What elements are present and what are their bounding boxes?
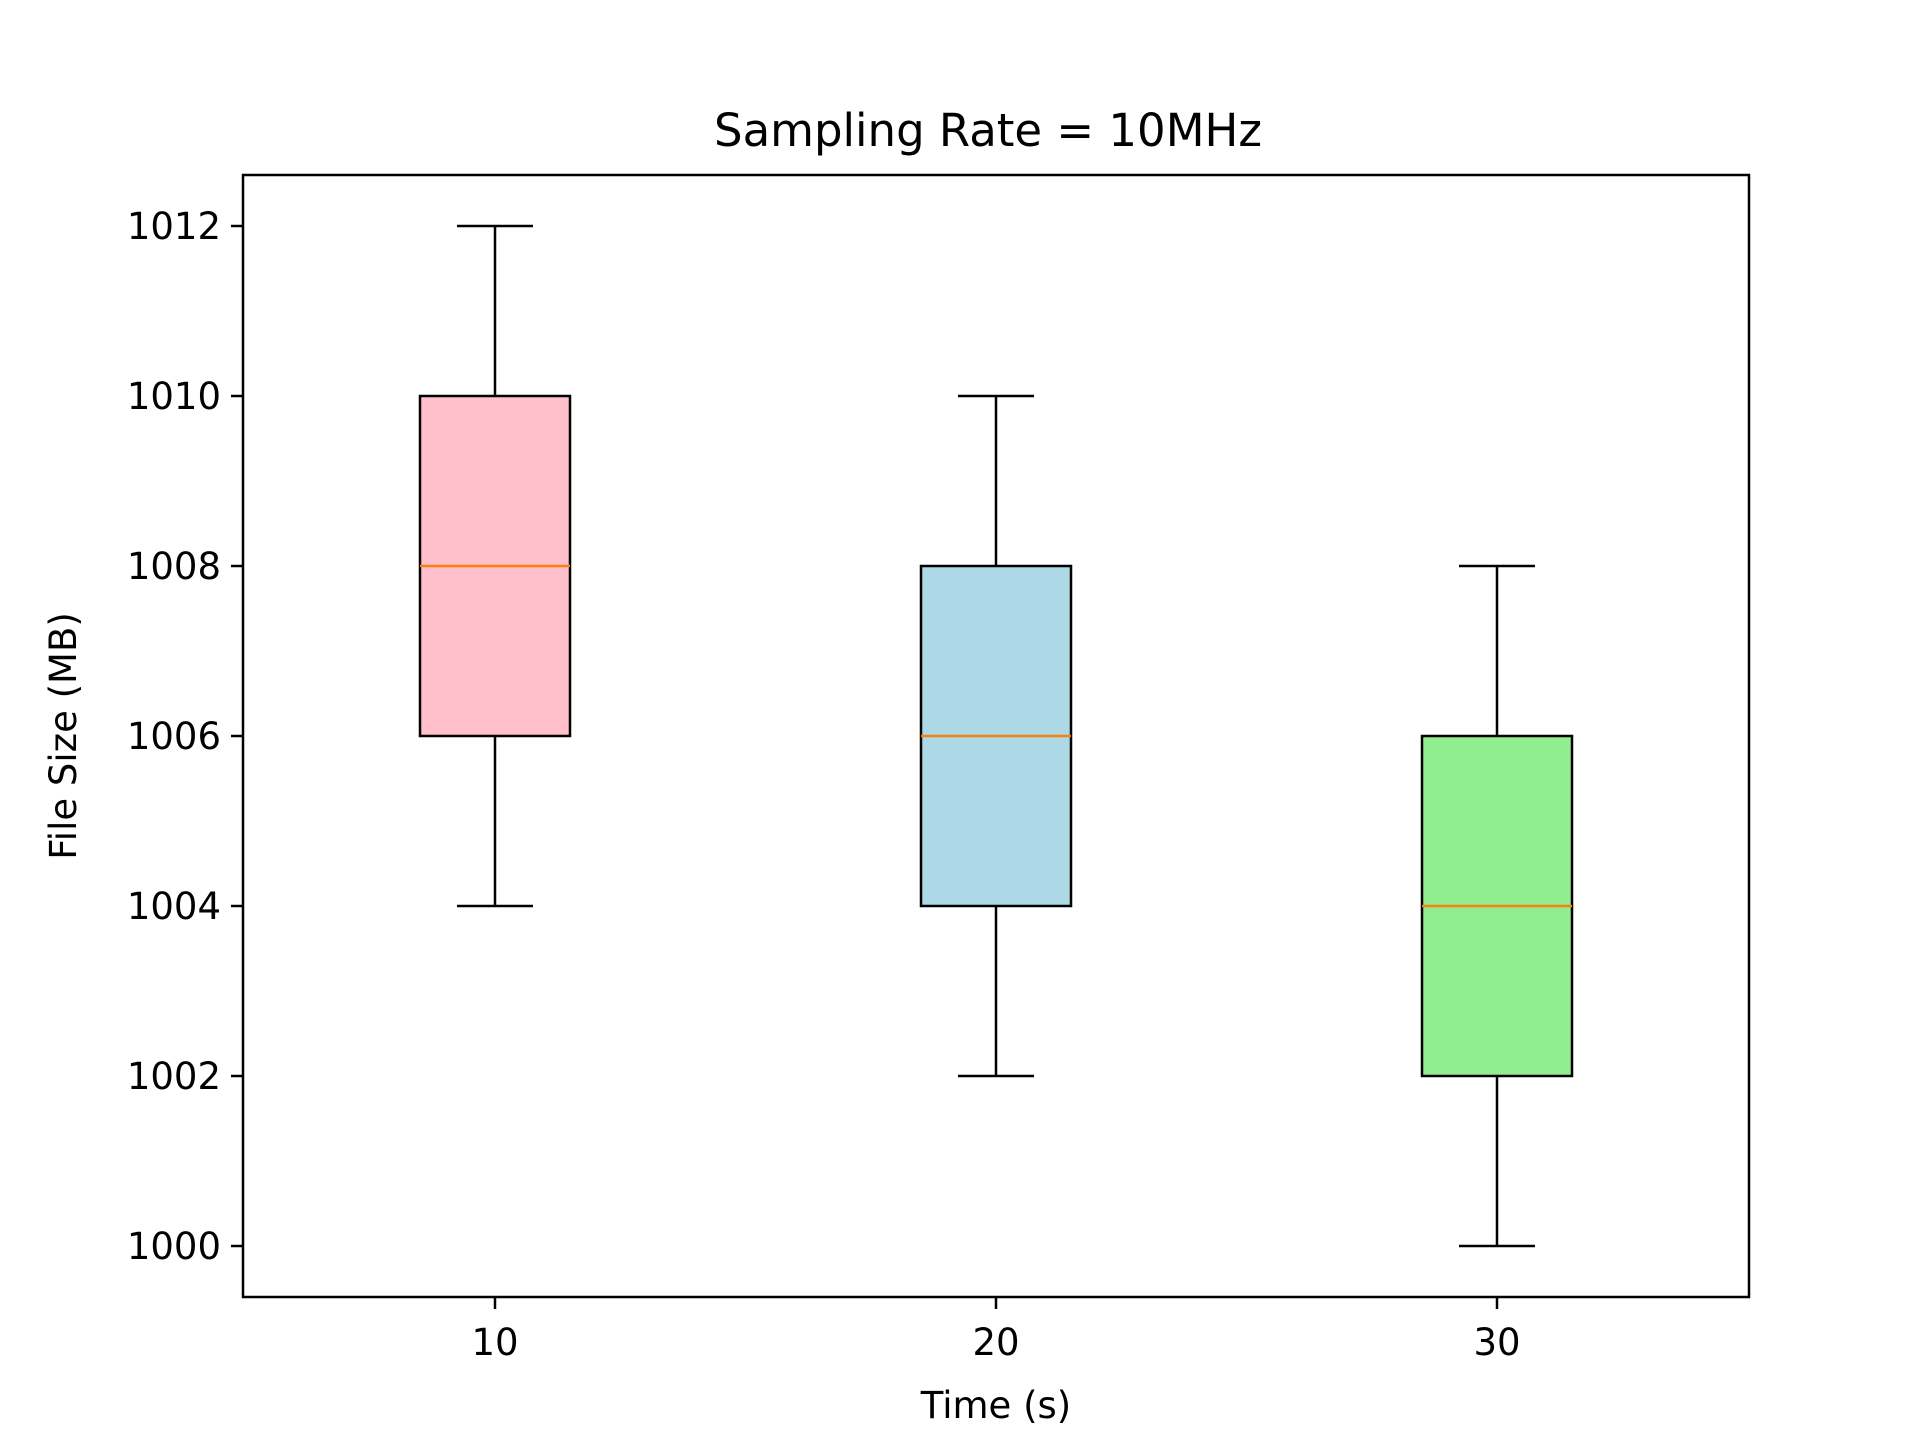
- y-tick-label: 1006: [127, 715, 221, 758]
- box-series: [418, 224, 1574, 1248]
- y-axis-label: File Size (MB): [42, 612, 85, 860]
- chart-title: Sampling Rate = 10MHz: [714, 104, 1262, 157]
- x-tick-label: 20: [972, 1321, 1019, 1364]
- y-tick-label: 1000: [127, 1225, 221, 1268]
- x-axis-label: Time (s): [920, 1384, 1071, 1427]
- box-group-10: [418, 224, 572, 908]
- box-group-30: [1420, 564, 1574, 1248]
- y-tick-label: 1004: [127, 885, 221, 928]
- y-axis: 1000 1002 1004 1006 1008 1010 1012: [127, 205, 243, 1268]
- x-tick-label: 10: [471, 1321, 518, 1364]
- x-axis: 10 20 30: [471, 1297, 1521, 1364]
- y-tick-label: 1012: [127, 205, 221, 248]
- y-tick-label: 1002: [127, 1055, 221, 1098]
- x-tick-label: 30: [1473, 1321, 1520, 1364]
- y-tick-label: 1010: [127, 375, 221, 418]
- box-group-20: [919, 394, 1073, 1078]
- y-tick-label: 1008: [127, 545, 221, 588]
